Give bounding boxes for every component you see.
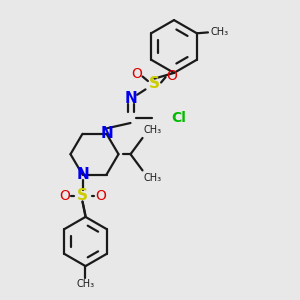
Text: S: S <box>77 188 88 203</box>
Text: Cl: Cl <box>171 111 186 124</box>
Text: O: O <box>95 189 106 202</box>
Text: CH₃: CH₃ <box>210 27 229 38</box>
Text: CH₃: CH₃ <box>76 279 94 289</box>
Text: O: O <box>166 69 177 82</box>
Text: N: N <box>124 91 137 106</box>
Text: S: S <box>149 76 160 92</box>
Text: CH₃: CH₃ <box>144 173 162 183</box>
Text: N: N <box>100 126 113 141</box>
Text: O: O <box>131 67 142 80</box>
Text: CH₃: CH₃ <box>144 125 162 135</box>
Text: N: N <box>76 167 89 182</box>
Text: O: O <box>59 189 70 202</box>
